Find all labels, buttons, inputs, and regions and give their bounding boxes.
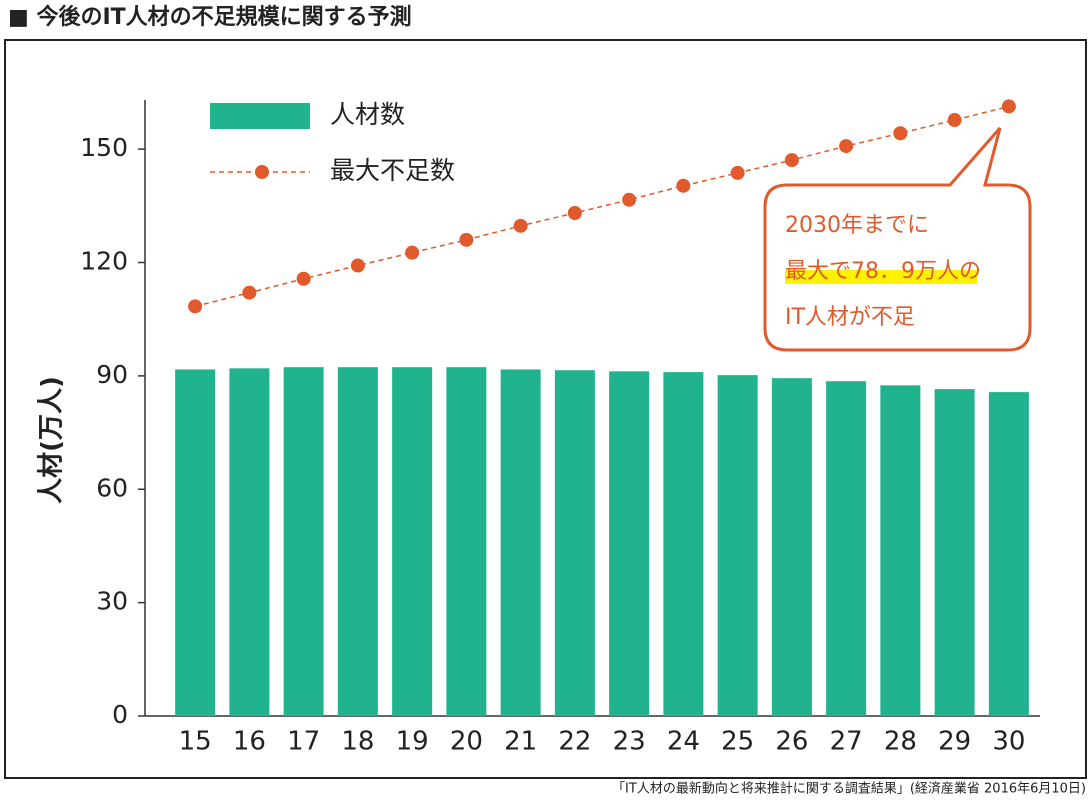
point (893, 126, 908, 141)
annotation: 2030年までに (785, 213, 929, 238)
point (405, 245, 420, 260)
point (622, 192, 637, 207)
bar (771, 378, 812, 716)
frame (4, 39, 1087, 779)
highlight (785, 270, 977, 284)
source: 「IT人材の最新動向と将来推計に関する調査結果」(経済産業省 2016年6月10… (612, 781, 1086, 797)
bar (717, 375, 758, 716)
y-tick-label: 60 (96, 473, 128, 502)
bar (934, 389, 975, 716)
x-tick-label: 16 (233, 727, 266, 757)
legend-label: 人材数 (330, 100, 405, 129)
point (784, 153, 799, 168)
bar (283, 367, 324, 716)
callout-box (763, 127, 1032, 352)
bar (609, 371, 650, 716)
x-tick-label: 22 (558, 727, 591, 757)
legend-swatch (255, 165, 269, 179)
bar (392, 367, 433, 716)
y-tick-label: 120 (80, 247, 128, 276)
bar (229, 368, 270, 716)
point (350, 258, 365, 273)
annotation: IT人材が不足 (785, 305, 915, 330)
point (296, 271, 311, 286)
point (676, 178, 691, 193)
x-tick-label: 18 (341, 727, 374, 757)
point (188, 299, 203, 314)
legend-swatch (210, 103, 310, 129)
x-tick-label: 26 (775, 727, 808, 757)
bar (988, 392, 1029, 716)
legend-label: 最大不足数 (330, 156, 455, 185)
x-tick-label: 30 (992, 727, 1025, 757)
point (1001, 99, 1016, 114)
point (947, 113, 962, 128)
bar (337, 367, 378, 716)
x-tick-label: 27 (830, 727, 863, 757)
point (567, 205, 582, 220)
bar (446, 367, 487, 716)
bar (175, 369, 216, 716)
x-tick-label: 28 (884, 727, 917, 757)
x-tick-label: 15 (179, 727, 212, 757)
y-tick-label: 150 (80, 133, 128, 162)
point (839, 139, 854, 154)
x-tick-label: 20 (450, 727, 483, 757)
y-tick-label: 0 (112, 700, 128, 729)
chart-title: ■ 今後のIT人材の不足規模に関する予測 (8, 4, 412, 30)
point (242, 285, 257, 300)
x-tick-label: 25 (721, 727, 754, 757)
x-tick-label: 19 (396, 727, 429, 757)
bar (880, 385, 921, 716)
x-tick-label: 23 (613, 727, 646, 757)
y-tick-label: 90 (96, 360, 128, 389)
point (730, 165, 745, 180)
x-tick-label: 29 (938, 727, 971, 757)
bar (500, 369, 541, 716)
point (459, 232, 474, 247)
annotation: 最大で78．9万人の (785, 259, 981, 284)
x-tick-label: 21 (504, 727, 537, 757)
y-axis-label: 人材(万人) (37, 376, 67, 504)
callout (763, 127, 1032, 352)
y-tick-label: 30 (96, 587, 128, 616)
bar (663, 372, 704, 716)
bar (826, 381, 867, 716)
line (194, 105, 1010, 308)
x-tick-label: 24 (667, 727, 700, 757)
bar (554, 370, 595, 716)
point (513, 218, 528, 233)
x-tick-label: 17 (287, 727, 320, 757)
